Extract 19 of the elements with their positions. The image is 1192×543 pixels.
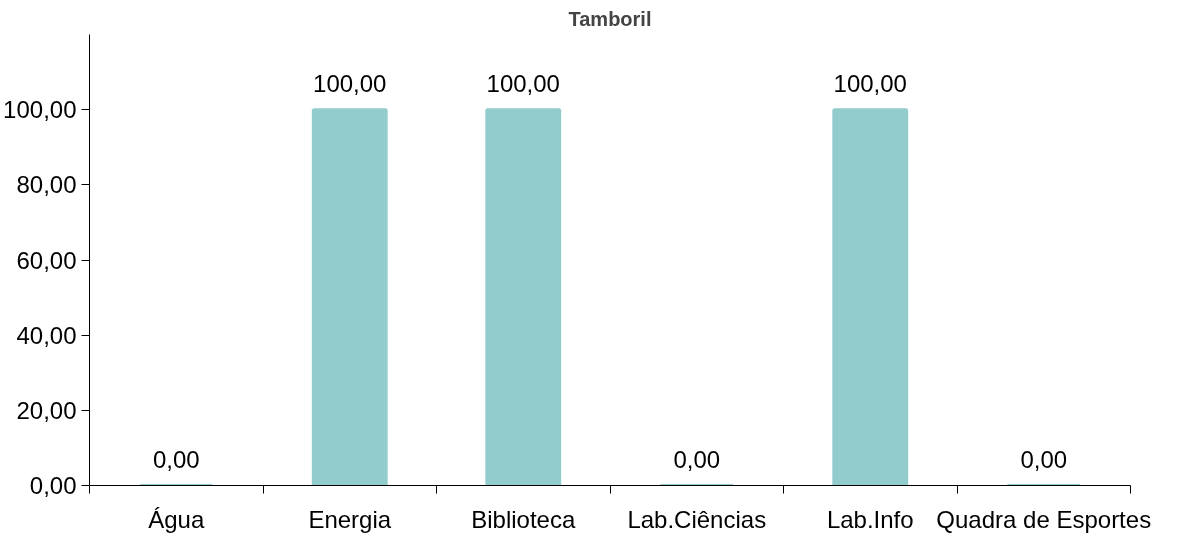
data-label: 100,00 [313,69,387,97]
y-tick-label: 80,00 [16,171,77,199]
data-label: 0,00 [152,445,200,473]
y-tick-label: 40,00 [16,321,77,349]
chart-title: Tamboril [568,7,652,30]
y-tick-label: 60,00 [16,246,77,274]
data-label: 100,00 [833,69,907,97]
x-tick-label: Biblioteca [471,505,576,533]
data-label: 100,00 [486,69,560,97]
x-tick-label: Energia [308,505,392,533]
x-tick-label: Lab.Ciências [627,505,767,533]
data-label: 0,00 [1020,445,1068,473]
y-tick-label: 0,00 [29,472,77,499]
y-tick-label: 20,00 [16,396,77,424]
y-tick-label: 100,00 [3,96,77,124]
x-tick-label: Quadra de Esportes [936,505,1152,533]
x-tick-label: Lab.Info [826,505,914,533]
x-tick-label: Água [148,505,205,533]
data-label: 0,00 [673,445,721,473]
